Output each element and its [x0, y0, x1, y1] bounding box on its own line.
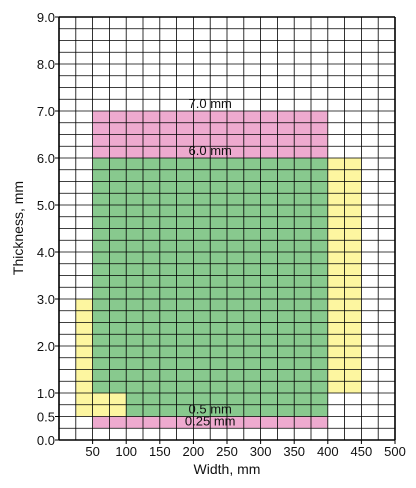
region-annotation: 6.0 mm: [189, 143, 232, 158]
y-axis-ticks: 0.0 0.5 1.0 2.0 3.0 4.0 5.0 6.0 7.0 8.0 9.0: [37, 10, 59, 448]
y-tick-label: 6.0: [37, 151, 55, 166]
x-tick-label: 400: [317, 444, 339, 459]
y-tick-label: 0.5: [37, 410, 55, 425]
y-tick-label: 9.0: [37, 10, 55, 25]
x-tick-label: 450: [351, 444, 373, 459]
x-tick-label: 150: [149, 444, 171, 459]
x-tick-label: 200: [183, 444, 205, 459]
y-tick-label: 8.0: [37, 57, 55, 72]
y-tick-label: 4.0: [37, 245, 55, 260]
x-tick-label: 350: [283, 444, 305, 459]
x-axis-ticks: 50 100 150 200 250 300 350 400 450 500: [85, 440, 406, 459]
x-tick-label: 500: [384, 444, 406, 459]
y-axis-label: Thickness, mm: [10, 181, 26, 275]
y-tick-label: 3.0: [37, 292, 55, 307]
chart-regions: [75, 111, 362, 429]
y-tick-label: 1.0: [37, 386, 55, 401]
chart-grid: [58, 16, 396, 441]
y-tick-label: 0.0: [37, 433, 55, 448]
x-tick-label: 50: [85, 444, 99, 459]
y-tick-label: 7.0: [37, 104, 55, 119]
x-tick-label: 250: [216, 444, 238, 459]
region-annotation: 0.5 mm: [189, 402, 232, 417]
region-annotations: 7.0 mm 6.0 mm 0.5 mm0.25 mm: [185, 96, 236, 428]
x-tick-label: 300: [250, 444, 272, 459]
x-axis-label: Width, mm: [194, 461, 261, 477]
region-annotation: 7.0 mm: [189, 96, 232, 111]
y-tick-label: 5.0: [37, 198, 55, 213]
region-annotation: 0.25 mm: [185, 413, 236, 428]
x-tick-label: 100: [115, 444, 137, 459]
y-tick-label: 2.0: [37, 339, 55, 354]
